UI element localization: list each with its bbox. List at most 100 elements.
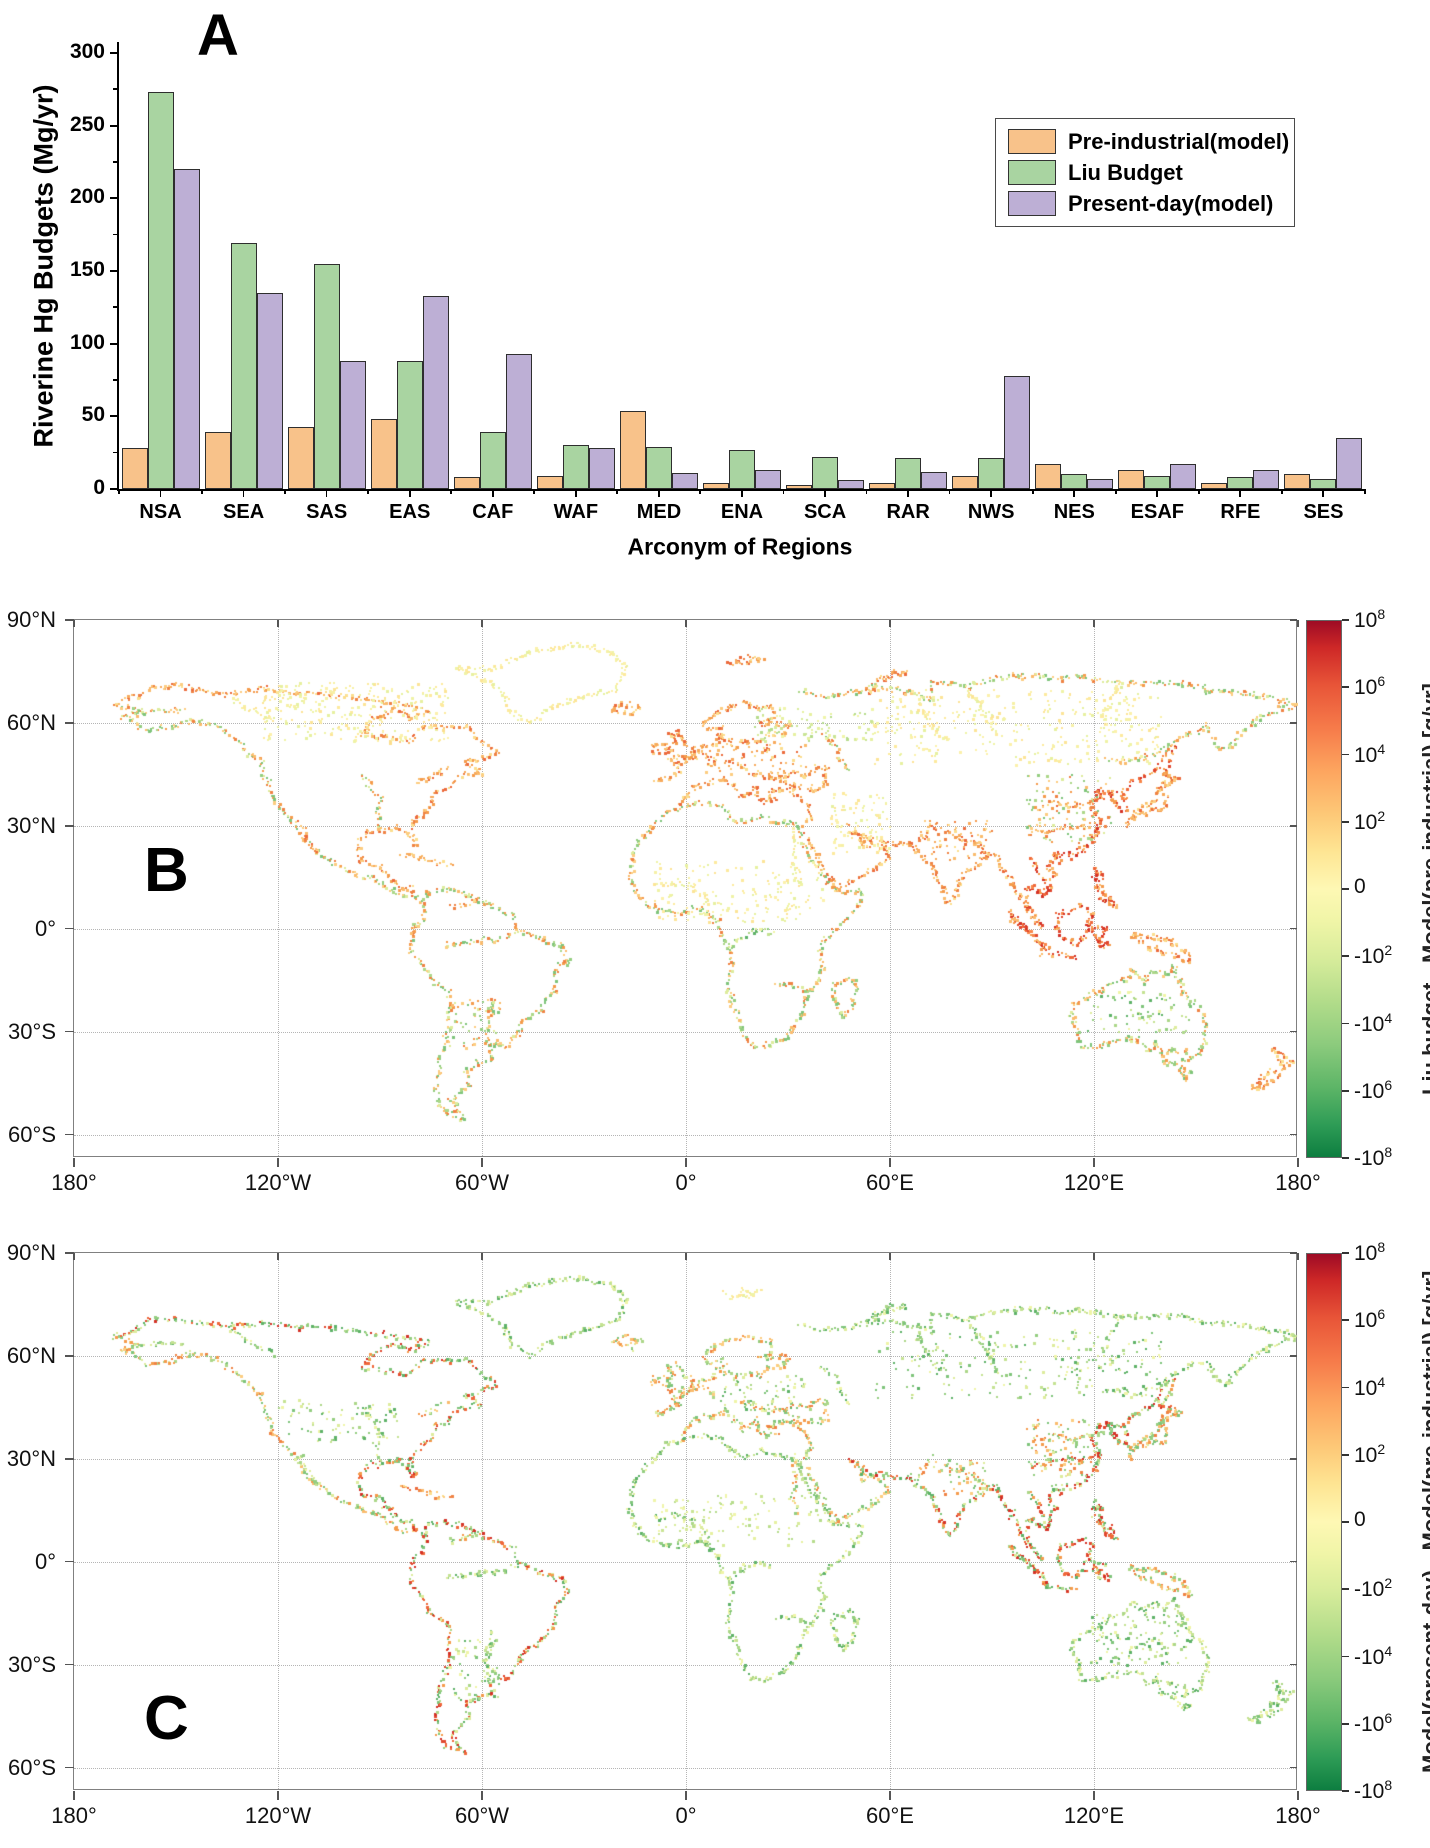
colorbar-tick-label: 102 — [1354, 807, 1386, 834]
colorbar — [1306, 620, 1342, 1158]
bar-liu-budget-sas — [313, 263, 340, 489]
legend-swatch — [1008, 191, 1056, 216]
colorbar-tick — [1342, 619, 1349, 621]
y-axis-tick-label: 0 — [93, 476, 105, 499]
bar-present-day-model--rfe — [1253, 470, 1280, 489]
colorbar-tick — [1342, 1521, 1349, 1523]
colorbar-tick-label: 106 — [1354, 673, 1386, 700]
x-axis-minor-tick — [284, 489, 286, 494]
lon-tick-label: 60°E — [866, 1170, 914, 1195]
lon-tick-label: 60°W — [454, 1803, 510, 1828]
lat-tick-label: 90°N — [6, 607, 56, 632]
x-axis-minor-tick — [699, 489, 702, 494]
legend-label: Liu Budget — [1068, 159, 1183, 185]
lon-tick-label: 60°E — [866, 1803, 914, 1828]
bar-pre-industrial-model--ena — [703, 483, 729, 489]
colorbar-tick-label: -106 — [1354, 1709, 1393, 1736]
lon-tick-label: 180° — [51, 1803, 97, 1828]
lat-tick-label: 0° — [34, 1548, 56, 1574]
y-axis-title: Riverine Hg Budgets (Mg/yr) — [28, 84, 59, 448]
y-axis-major-tick — [110, 124, 119, 127]
colorbar-tick-label: -108 — [1354, 1144, 1393, 1170]
colorbar-tick — [1342, 1157, 1349, 1159]
lat-tick-left — [65, 619, 74, 621]
legend-label: Present-day(model) — [1068, 190, 1274, 216]
bar-liu-budget-nes — [1061, 474, 1088, 489]
x-axis-major-tick — [242, 489, 245, 497]
bar-liu-budget-caf — [479, 432, 506, 489]
bar-liu-budget-nws — [978, 458, 1005, 489]
lon-tick-label: 120°E — [1063, 1803, 1125, 1828]
y-axis-tick-label: 200 — [69, 185, 105, 209]
lon-tick-bottom — [73, 1791, 75, 1800]
x-axis-category-label: ESAF — [1130, 501, 1184, 523]
bar-pre-industrial-model--med — [619, 410, 646, 489]
map-scatter-canvas — [74, 1253, 1298, 1791]
bar-pre-industrial-model--sas — [287, 426, 314, 489]
lon-tick-bottom — [1297, 1791, 1299, 1800]
bar-present-day-model--caf — [505, 353, 532, 489]
x-axis-category-label: SEA — [223, 501, 265, 523]
bar-pre-industrial-model--waf — [536, 475, 563, 489]
y-axis-minor-tick — [113, 161, 119, 163]
lat-tick-left — [65, 1663, 74, 1666]
lat-tick-left — [65, 1560, 74, 1563]
bar-present-day-model--ena — [755, 470, 781, 489]
legend-swatch — [1008, 160, 1056, 185]
lat-tick-label: 60°S — [8, 1754, 56, 1780]
colorbar-tick-label: 108 — [1354, 1239, 1386, 1265]
colorbar-tick — [1342, 820, 1349, 823]
lat-tick-label: 30°S — [8, 1018, 56, 1044]
colorbar-tick-label: 104 — [1354, 740, 1386, 767]
bar-present-day-model--sca — [838, 480, 865, 489]
x-axis-minor-tick — [1280, 489, 1283, 494]
y-axis-minor-tick — [113, 379, 119, 381]
x-axis-major-tick — [907, 489, 909, 497]
bar-pre-industrial-model--nsa — [121, 448, 148, 489]
lat-tick-label: 90°N — [6, 1240, 56, 1265]
y-axis-tick-label: 50 — [81, 403, 105, 427]
y-axis-minor-tick — [113, 451, 119, 454]
x-axis-minor-tick — [1114, 489, 1117, 494]
legend-item: Pre-industrial(model) — [1008, 126, 1289, 157]
bar-present-day-model--sea — [256, 292, 283, 489]
lon-tick-bottom — [685, 1791, 687, 1800]
y-axis-major-tick — [110, 270, 119, 272]
colorbar-tick — [1342, 1022, 1349, 1025]
lon-tick-label: 120°W — [244, 1803, 312, 1828]
lon-tick-label: 0° — [675, 1170, 697, 1195]
colorbar-tick-label: -102 — [1354, 942, 1393, 969]
y-axis-major-tick — [110, 342, 119, 345]
x-axis-major-tick — [491, 489, 494, 497]
y-axis-major-tick — [110, 52, 119, 54]
x-axis-major-tick — [574, 489, 577, 497]
x-axis-category-label: CAF — [472, 501, 514, 523]
colorbar-tick — [1342, 753, 1349, 756]
x-axis-category-label: NSA — [139, 501, 182, 523]
x-axis-major-tick — [741, 489, 743, 497]
colorbar-tick — [1342, 1319, 1349, 1322]
bar-liu-budget-eas — [396, 361, 423, 489]
legend-item: Liu Budget — [1008, 157, 1284, 188]
lon-tick-top — [73, 620, 75, 627]
colorbar-tick — [1342, 1722, 1349, 1725]
y-axis-major-tick — [110, 488, 119, 490]
colorbar-tick — [1342, 1252, 1349, 1254]
x-axis-major-tick — [159, 489, 162, 497]
bar-liu-budget-ena — [729, 449, 755, 489]
colorbar-tick — [1342, 1453, 1349, 1456]
colorbar-title: Liu budget - Model(pre-industrial) [g/yr… — [1418, 683, 1430, 1095]
lat-tick-label: 0° — [34, 915, 56, 941]
bar-present-day-model--esaf — [1170, 464, 1197, 489]
colorbar-tick — [1342, 1655, 1349, 1658]
lon-tick-bottom — [1093, 1791, 1095, 1800]
x-axis-minor-tick — [1031, 489, 1034, 494]
colorbar-tick-label: -102 — [1354, 1575, 1393, 1602]
x-axis-minor-tick — [616, 489, 619, 494]
lat-tick-right — [1290, 619, 1297, 621]
bar-present-day-model--sas — [339, 361, 366, 489]
bar-liu-budget-esaf — [1144, 475, 1171, 489]
lat-tick-left — [65, 824, 74, 827]
legend-swatch — [1008, 129, 1056, 154]
colorbar-tick — [1342, 1588, 1349, 1591]
